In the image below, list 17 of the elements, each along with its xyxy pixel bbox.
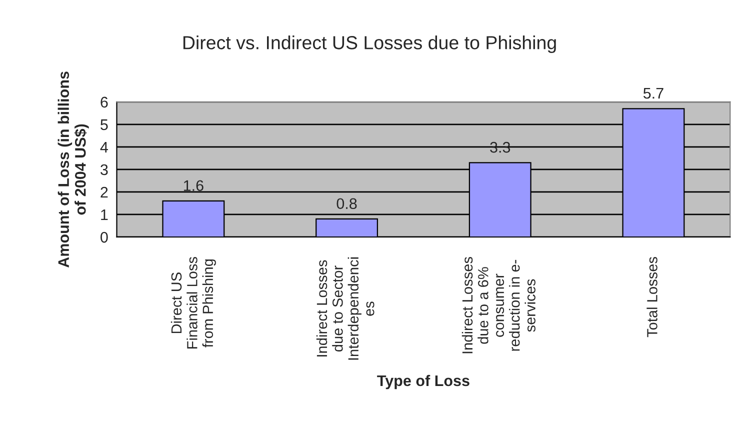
x-tick-label: Indirect Losses due to a 6% consumer reduction in e- services	[462, 256, 536, 354]
chart-title: Direct vs. Indirect US Losses due to Phishing	[183, 36, 556, 54]
data-label: 5.7	[643, 88, 664, 99]
data-label: 1.6	[184, 180, 204, 192]
x-tick-label: Indirect Losses due to Sector Interdependenci es	[316, 257, 374, 360]
x-tick-label: Total Losses	[646, 256, 658, 338]
x-tick-label: Direct US Financial Loss from Phishing	[170, 256, 216, 348]
y-tick-label: 0	[100, 232, 108, 243]
y-axis-title: Amount of Loss (in billions of 2004 US$)	[58, 72, 89, 268]
y-tick-label: 4	[100, 142, 108, 152]
y-tick-label: 1	[101, 210, 108, 220]
x-axis-title: Type of Loss	[377, 374, 470, 390]
y-tick-label: 3	[100, 164, 108, 176]
y-tick-label: 6	[100, 96, 108, 108]
y-tick-label: 5	[100, 119, 108, 130]
y-tick-label: 2	[100, 186, 108, 198]
data-label: 0.8	[336, 198, 357, 210]
